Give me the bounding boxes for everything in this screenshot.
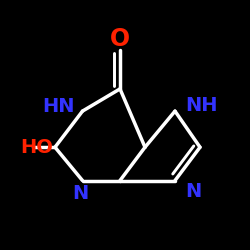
- Text: HN: HN: [42, 98, 75, 116]
- Text: O: O: [110, 27, 130, 51]
- Text: HO: HO: [20, 138, 53, 157]
- Text: N: N: [185, 182, 201, 201]
- Text: N: N: [72, 184, 88, 203]
- Text: NH: NH: [185, 96, 218, 115]
